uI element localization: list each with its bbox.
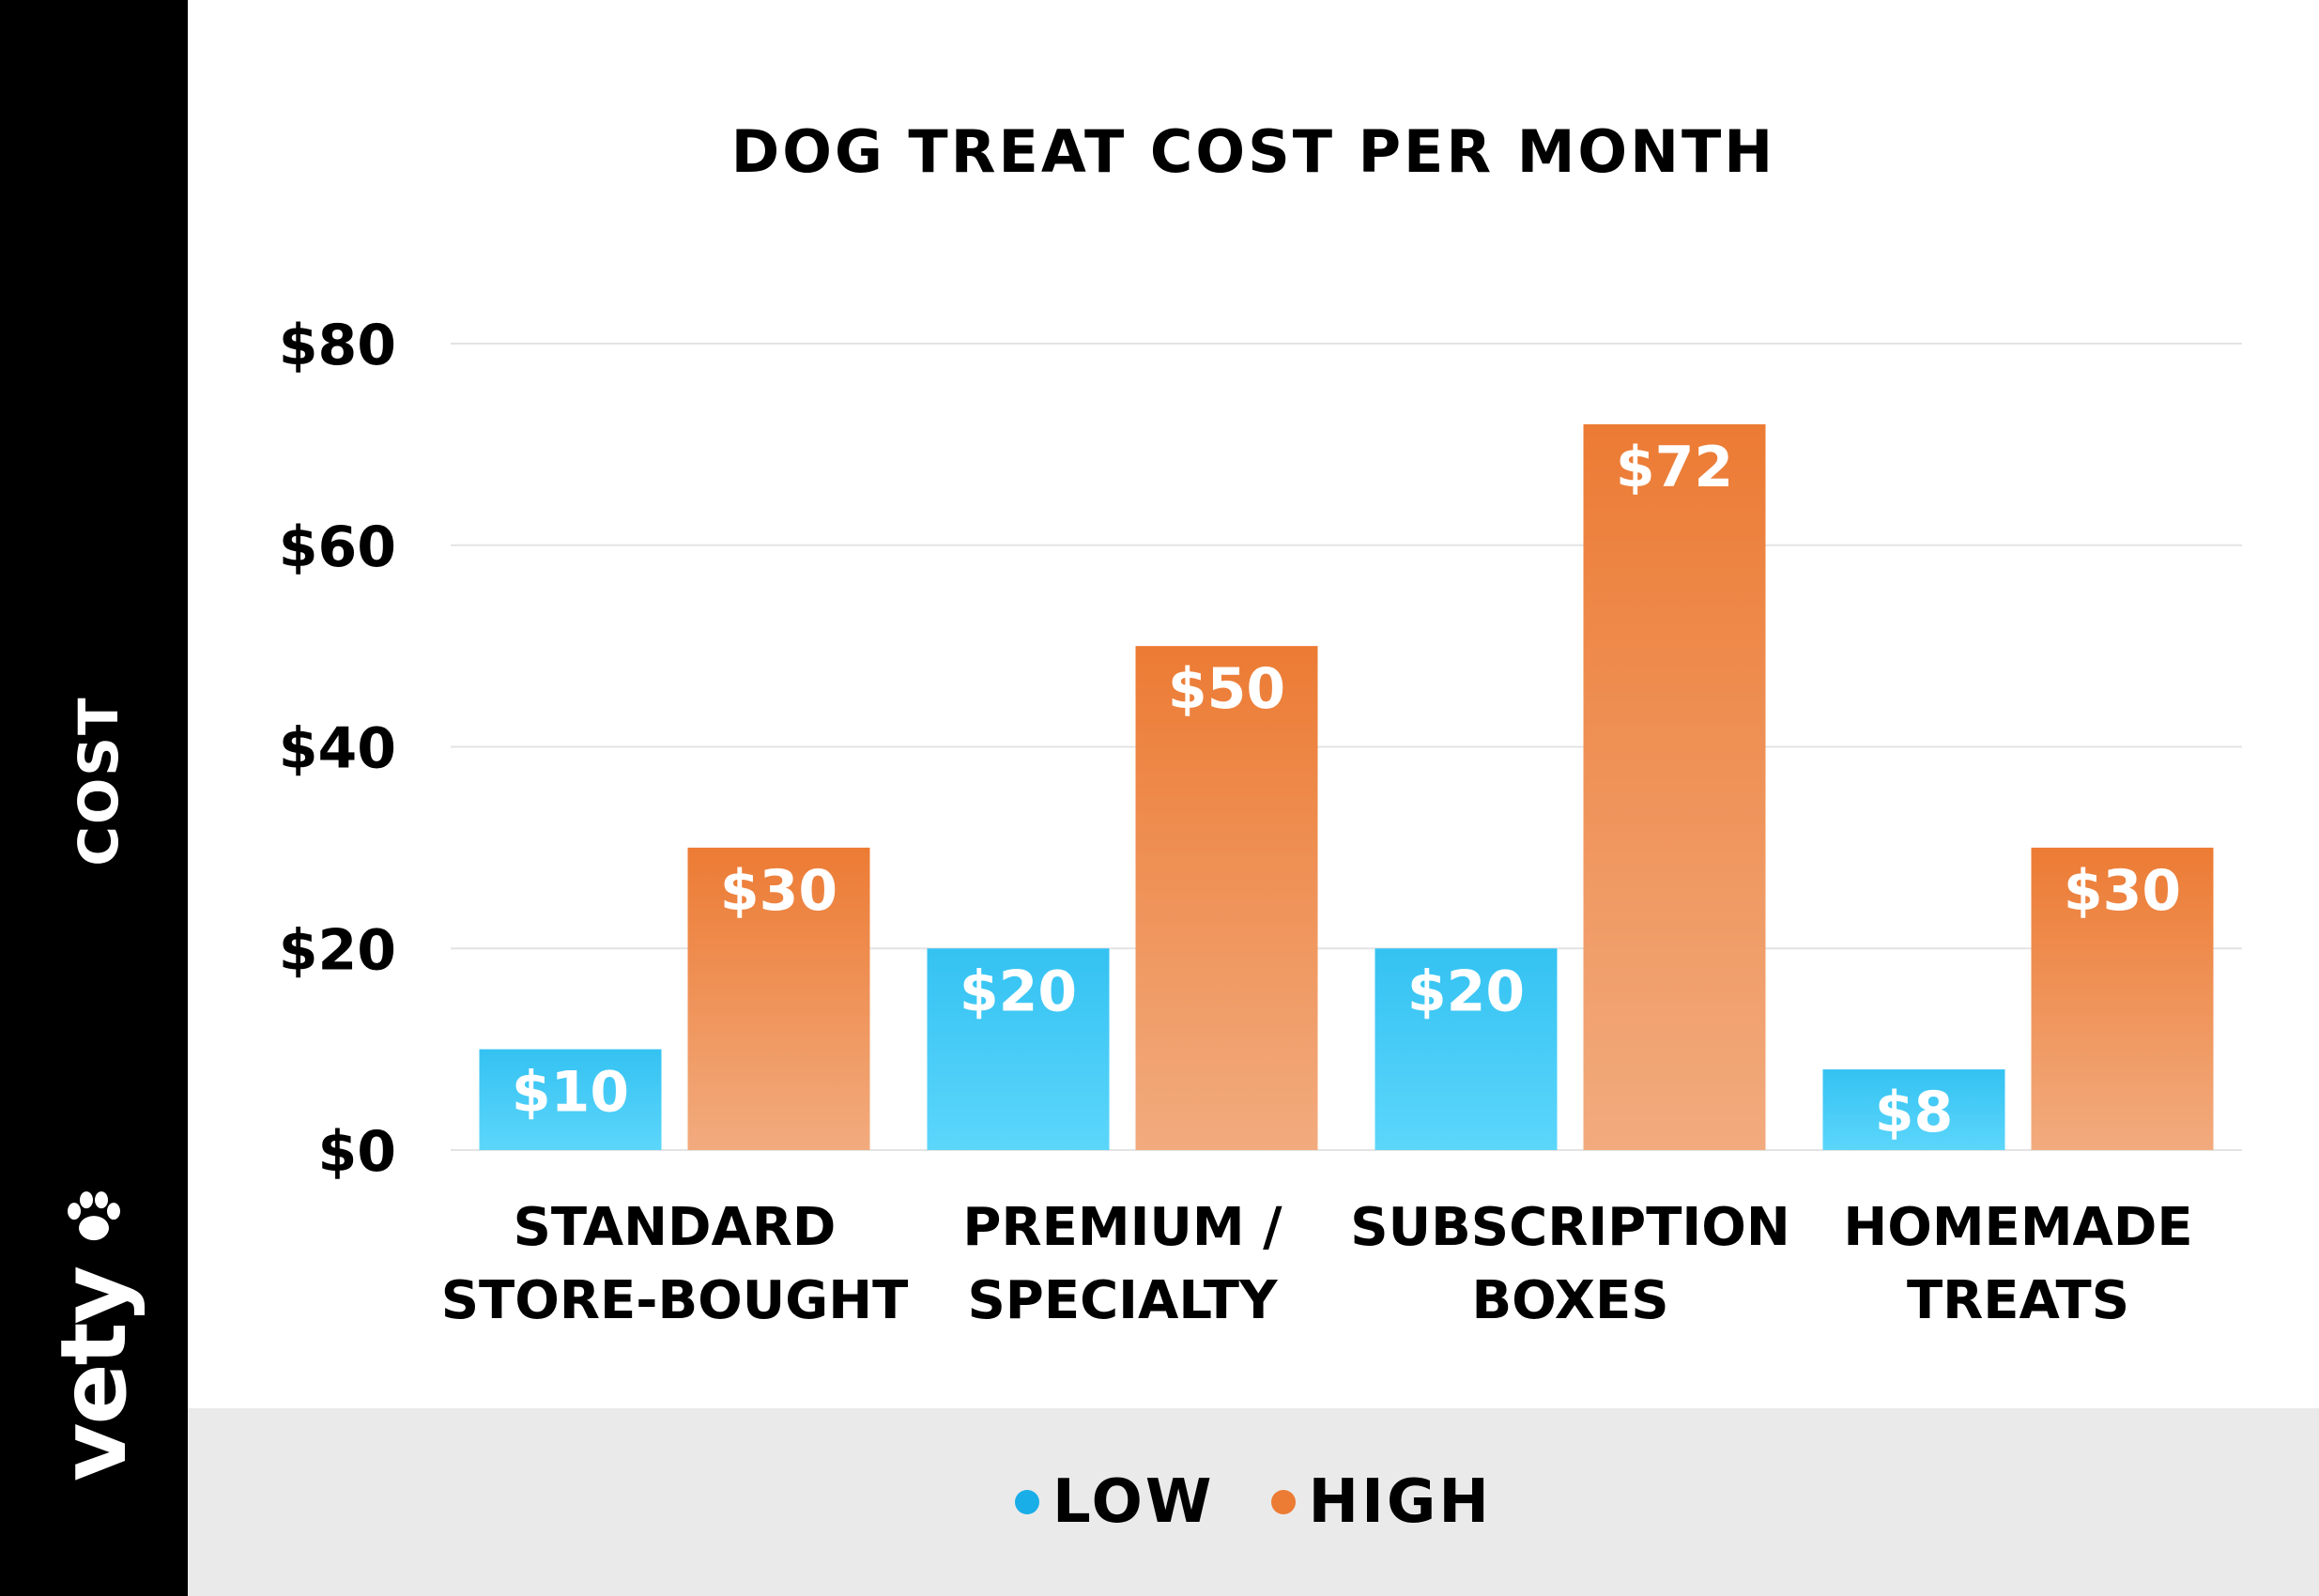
legend-item-low: LOW xyxy=(1015,1467,1215,1537)
brand-name: vety xyxy=(41,1266,146,1482)
sidebar: COST vety xyxy=(0,0,188,1596)
brand-logo: vety xyxy=(41,1185,146,1481)
data-label-low: $8 xyxy=(1875,1080,1954,1145)
x-tick-label: SPECIALTY xyxy=(967,1270,1279,1331)
bar-high xyxy=(1135,646,1318,1150)
legend-label-low: LOW xyxy=(1052,1467,1215,1537)
chart-panel: DOG TREAT COST PER MONTH $0 $20 $40 $60 $80 $… xyxy=(188,0,2319,1408)
legend-swatch-high xyxy=(1270,1490,1296,1514)
bar-low xyxy=(927,948,1110,1150)
bar-high xyxy=(1583,423,1766,1150)
chart-title: DOG TREAT COST PER MONTH xyxy=(730,117,1776,186)
x-tick-label: TREATS xyxy=(1907,1270,2129,1331)
data-label-high: $30 xyxy=(720,858,837,924)
x-tick-label: BOXES xyxy=(1471,1270,1668,1331)
y-tick-label: $60 xyxy=(279,514,396,580)
bar-low xyxy=(479,1049,662,1150)
paw-icon xyxy=(68,1190,120,1240)
legend-swatch-low xyxy=(1015,1490,1040,1514)
legend: LOW HIGH xyxy=(188,1408,2319,1596)
data-label-low: $10 xyxy=(512,1060,629,1126)
y-axis-title: COST xyxy=(67,696,131,867)
bar-high xyxy=(2031,847,2214,1150)
data-label-low: $20 xyxy=(960,959,1077,1024)
data-label-high: $50 xyxy=(1168,656,1285,722)
legend-label-high: HIGH xyxy=(1308,1467,1492,1537)
y-tick-label: $40 xyxy=(279,716,396,782)
y-tick-label: $0 xyxy=(318,1119,397,1185)
bar-low xyxy=(1375,948,1558,1150)
bar-low xyxy=(1822,1069,2005,1150)
legend-item-high: HIGH xyxy=(1270,1467,1492,1537)
data-label-low: $20 xyxy=(1407,959,1525,1024)
data-label-high: $72 xyxy=(1616,435,1733,500)
bar-high xyxy=(687,847,870,1150)
y-tick-label: $20 xyxy=(279,917,396,983)
x-tick-label: HOMEMADE xyxy=(1843,1197,2192,1258)
data-label-high: $30 xyxy=(2064,858,2181,924)
bar-chart: $0 $20 $40 $60 $80 $10 $30 STANDARD STORE-BOUGHT… xyxy=(279,313,2242,1331)
x-tick-label: STORE-BOUGHT xyxy=(441,1270,909,1331)
x-tick-label: STANDARD xyxy=(514,1197,837,1258)
x-tick-label: PREMIUM / xyxy=(962,1197,1282,1258)
y-tick-label: $80 xyxy=(279,313,396,378)
legend-bar: LOW HIGH xyxy=(188,1408,2319,1596)
x-tick-label: SUBSCRIPTION xyxy=(1350,1197,1789,1258)
